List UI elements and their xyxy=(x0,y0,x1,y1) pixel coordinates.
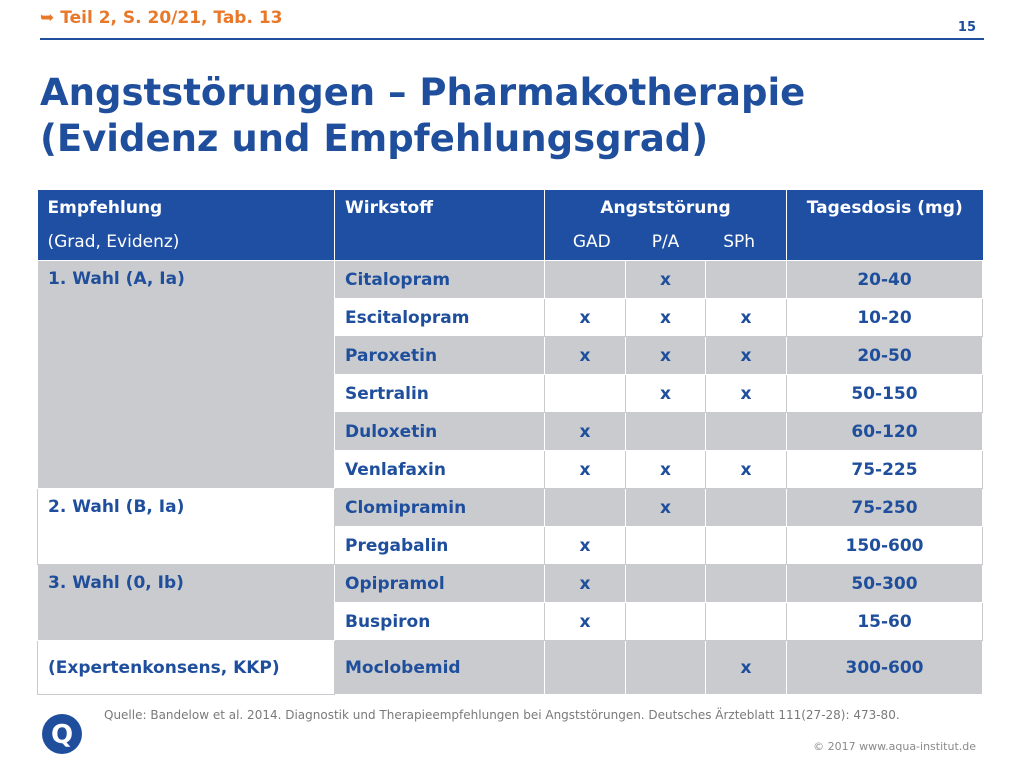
header-empfehlung: Empfehlung (Grad, Evidenz) xyxy=(37,190,335,261)
sph-mark xyxy=(705,412,787,451)
pa-mark: x xyxy=(625,298,706,337)
table-row: Duloxetin x 60-120 xyxy=(38,412,983,451)
gad-mark: x xyxy=(544,526,626,565)
page-number: 15 xyxy=(957,20,976,35)
daily-dose: 50-300 xyxy=(786,564,983,603)
header-empfehlung-sub: (Grad, Evidenz) xyxy=(47,232,180,252)
pa-mark xyxy=(625,412,706,451)
pa-mark: x xyxy=(625,374,706,413)
daily-dose: 300-600 xyxy=(786,640,983,695)
source-citation: Quelle: Bandelow et al. 2014. Diagnostik… xyxy=(104,708,900,722)
drug-name: Clomipramin xyxy=(334,488,545,527)
drug-name: Duloxetin xyxy=(334,412,545,451)
table-row: 3. Wahl (0, Ib) Opipramol x 50-300 xyxy=(37,564,983,641)
title-line-2: (Evidenz und Empfehlungsgrad) xyxy=(40,117,709,160)
gad-mark xyxy=(544,640,626,695)
pa-mark xyxy=(625,602,706,641)
daily-dose: 20-50 xyxy=(786,336,983,375)
header-angststoerung-subcols: GAD P/A SPh xyxy=(555,232,776,252)
copyright-notice: © 2017 www.aqua-institut.de xyxy=(813,740,976,753)
gad-mark xyxy=(544,260,626,299)
drug-name: Buspiron xyxy=(334,602,545,641)
gad-mark: x xyxy=(544,450,626,489)
drug-name: Sertralin xyxy=(334,374,545,413)
daily-dose: 10-20 xyxy=(786,298,983,337)
group-label: 1. Wahl (A, Ia) xyxy=(37,260,335,489)
header-empfehlung-label: Empfehlung xyxy=(47,198,163,218)
daily-dose: 15-60 xyxy=(786,602,983,641)
aqua-logo-icon: Q xyxy=(42,714,82,754)
daily-dose: 20-40 xyxy=(786,260,983,299)
sph-mark xyxy=(705,526,787,565)
daily-dose: 60-120 xyxy=(786,412,983,451)
drug-name: Pregabalin xyxy=(334,526,545,565)
table-row: 2. Wahl (B, Ia) Clomipramin x 75-250 xyxy=(37,488,983,565)
gad-mark xyxy=(544,488,626,527)
daily-dose: 50-150 xyxy=(786,374,983,413)
pa-mark: x xyxy=(625,336,706,375)
header-tagesdosis: Tagesdosis (mg) xyxy=(786,190,983,261)
gad-mark: x xyxy=(544,298,626,337)
title-line-1: Angststörungen – Pharmakotherapie xyxy=(40,71,806,114)
daily-dose: 150-600 xyxy=(786,526,983,565)
header-wirkstoff: Wirkstoff xyxy=(334,190,545,261)
daily-dose: 75-225 xyxy=(786,450,983,489)
pa-mark xyxy=(625,526,706,565)
pa-mark xyxy=(625,564,706,603)
sph-mark: x xyxy=(705,336,787,375)
sph-mark: x xyxy=(705,450,787,489)
drug-name: Opipramol xyxy=(334,564,545,603)
arrow-icon: ➥ xyxy=(40,8,55,28)
sph-mark xyxy=(705,602,787,641)
table-header-row: Empfehlung (Grad, Evidenz) Wirkstoff Ang… xyxy=(37,190,983,261)
pa-mark: x xyxy=(625,450,706,489)
daily-dose: 75-250 xyxy=(786,488,983,527)
group-label: (Expertenkonsens, KKP) xyxy=(37,640,335,695)
table-row: Buspiron x 15-60 xyxy=(38,602,983,641)
table-row: 1. Wahl (A, Ia) Citalopram x 20-40 xyxy=(37,260,983,489)
header-angststoerung: Angststörung GAD P/A SPh xyxy=(544,190,787,261)
pharmacotherapy-table: Empfehlung (Grad, Evidenz) Wirkstoff Ang… xyxy=(37,190,983,695)
drug-name: Citalopram xyxy=(334,260,545,299)
gad-mark: x xyxy=(544,412,626,451)
header-pa: P/A xyxy=(651,232,680,252)
sph-mark: x xyxy=(705,298,787,337)
sph-mark: x xyxy=(705,374,787,413)
gad-mark: x xyxy=(544,602,626,641)
gad-mark: x xyxy=(544,336,626,375)
header-divider xyxy=(40,38,984,40)
drug-name: Paroxetin xyxy=(334,336,545,375)
sph-mark xyxy=(705,488,787,527)
gad-mark xyxy=(544,374,626,413)
drug-name: Escitalopram xyxy=(334,298,545,337)
sph-mark xyxy=(705,564,787,603)
reference-text: Teil 2, S. 20/21, Tab. 13 xyxy=(60,8,283,28)
group-label: 2. Wahl (B, Ia) xyxy=(37,488,335,565)
header-gad: GAD xyxy=(572,232,611,252)
logo-letter: Q xyxy=(51,720,73,750)
drug-name: Moclobemid xyxy=(334,640,545,695)
table-row: Sertralin x x 50-150 xyxy=(38,374,983,413)
sph-mark xyxy=(705,260,787,299)
slide-title: Angststörungen – Pharmakotherapie (Evide… xyxy=(40,70,1000,162)
header-sph: SPh xyxy=(723,232,756,252)
table-row: (Expertenkonsens, KKP) Moclobemid x 300-… xyxy=(37,640,983,695)
group-label: 3. Wahl (0, Ib) xyxy=(37,564,335,641)
pa-mark: x xyxy=(625,260,706,299)
sph-mark: x xyxy=(705,640,787,695)
pa-mark xyxy=(625,640,706,695)
header-angststoerung-label: Angststörung xyxy=(600,198,731,218)
drug-name: Venlafaxin xyxy=(334,450,545,489)
gad-mark: x xyxy=(544,564,626,603)
table-row: Venlafaxin x x x 75-225 xyxy=(38,450,983,489)
pa-mark: x xyxy=(625,488,706,527)
section-reference: ➥ Teil 2, S. 20/21, Tab. 13 xyxy=(40,8,283,28)
table-row: Escitalopram x x x 10-20 xyxy=(38,298,983,337)
